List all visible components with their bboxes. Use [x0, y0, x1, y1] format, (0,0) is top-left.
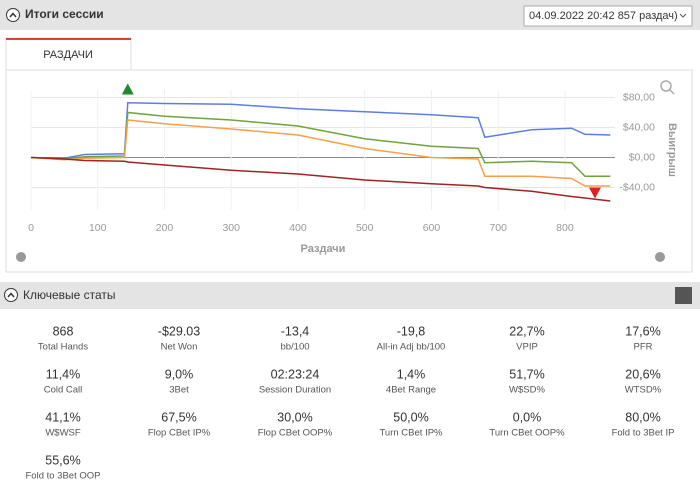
x-tick-label: 400: [289, 222, 307, 234]
chart: $80,00 $40,00 $0,00 -$40,00 0 100 200 300 400 500…: [28, 83, 678, 255]
stat-label: WTSD%: [625, 385, 662, 396]
dropdown-text: 04.09.2022 20:42 857 раздач): [529, 10, 678, 22]
header-title: Итоги сессии: [25, 7, 104, 21]
stat-value: 67,5%: [161, 410, 196, 424]
x-tick-label: 100: [89, 222, 107, 234]
stat-label: W$WSF: [45, 428, 81, 439]
stat-label: Fold to 3Bet OOP: [26, 471, 101, 482]
stat-value: 22,7%: [509, 324, 544, 338]
stats-header-title: Ключевые статы: [23, 288, 116, 302]
stat-label: 3Bet: [169, 385, 189, 396]
stat-value: -$29.03: [158, 324, 200, 338]
x-tick-label: 700: [489, 222, 507, 234]
zoom-handle: [669, 89, 675, 95]
extreme-marker: [588, 187, 601, 199]
stat-value: 17,6%: [625, 324, 660, 338]
tab-indicator: [6, 38, 131, 40]
stat-label: bb/100: [280, 342, 309, 353]
x-tick-label: 600: [423, 222, 441, 234]
stat-label: All-in Adj bb/100: [377, 342, 446, 353]
layout-button[interactable]: [675, 287, 692, 304]
x-tick-label: 800: [556, 222, 574, 234]
stat-label: Total Hands: [38, 342, 88, 353]
stat-label: Fold to 3Bet IP: [612, 428, 675, 439]
stat-value: 80,0%: [625, 410, 660, 424]
tab[interactable]: [5, 37, 132, 71]
stat-label: PFR: [634, 342, 653, 353]
stat-value: 1,4%: [397, 367, 426, 381]
y-tick-label: $0,00: [629, 151, 655, 163]
stat-value: 868: [53, 324, 74, 338]
dropdown-arrow: [679, 13, 687, 18]
session-dropdown[interactable]: [523, 5, 693, 27]
stat-value: 30,0%: [277, 410, 312, 424]
stat-value: -19,8: [397, 324, 426, 338]
settings-icon[interactable]: [16, 252, 26, 262]
stat-value: 02:23:24: [271, 367, 320, 381]
stat-label: Turn CBet IP%: [379, 428, 443, 439]
info-icon[interactable]: [655, 252, 665, 262]
stat-value: 50,0%: [393, 410, 428, 424]
y-tick-label: $40,00: [623, 121, 655, 133]
stats-grid: 868 Total Hands -$29.03 Net Won -13,4 bb/100 -…: [26, 324, 675, 481]
stat-value: 0,0%: [513, 410, 542, 424]
series-line: [30, 119, 611, 187]
x-tick-label: 300: [222, 222, 240, 234]
stat-value: 11,4%: [46, 367, 81, 381]
stat-value: 51,7%: [509, 367, 544, 381]
y-tick-label: $80,00: [623, 91, 655, 103]
x-tick-label: 200: [156, 222, 174, 234]
stat-label: Flop CBet OOP%: [258, 428, 333, 439]
extreme-marker: [121, 83, 134, 95]
tab-label: РАЗДАЧИ: [43, 49, 93, 61]
stat-value: 55,6%: [45, 453, 80, 467]
x-axis-title: Раздачи: [301, 243, 346, 255]
stat-label: 4Bet Range: [386, 385, 436, 396]
collapse-button[interactable]: [6, 8, 20, 22]
stats-header-bar: [0, 282, 700, 309]
collapse-icon: [7, 292, 15, 298]
stat-label: Cold Call: [44, 385, 83, 396]
stat-label: Flop CBet IP%: [148, 428, 211, 439]
stat-label: Net Won: [161, 342, 198, 353]
series-line: [30, 156, 611, 202]
x-tick-label: 500: [356, 222, 374, 234]
collapse-button[interactable]: [4, 288, 18, 302]
series-line: [30, 111, 611, 177]
stat-label: VPIP: [516, 342, 538, 353]
collapse-icon: [9, 12, 17, 18]
x-tick-label: 0: [28, 222, 34, 234]
y-axis-title: Выигрыш: [666, 123, 678, 177]
stat-value: 20,6%: [625, 367, 660, 381]
stat-value: 9,0%: [165, 367, 194, 381]
stat-value: 41,1%: [45, 410, 80, 424]
chart-panel: [5, 69, 693, 273]
stat-label: W$SD%: [509, 385, 545, 396]
stat-label: Turn CBet OOP%: [489, 428, 565, 439]
series-line: [30, 101, 611, 160]
y-tick-label: -$40,00: [619, 181, 655, 193]
stat-label: Session Duration: [259, 385, 331, 396]
zoom-icon[interactable]: [660, 80, 672, 92]
stat-value: -13,4: [281, 324, 310, 338]
